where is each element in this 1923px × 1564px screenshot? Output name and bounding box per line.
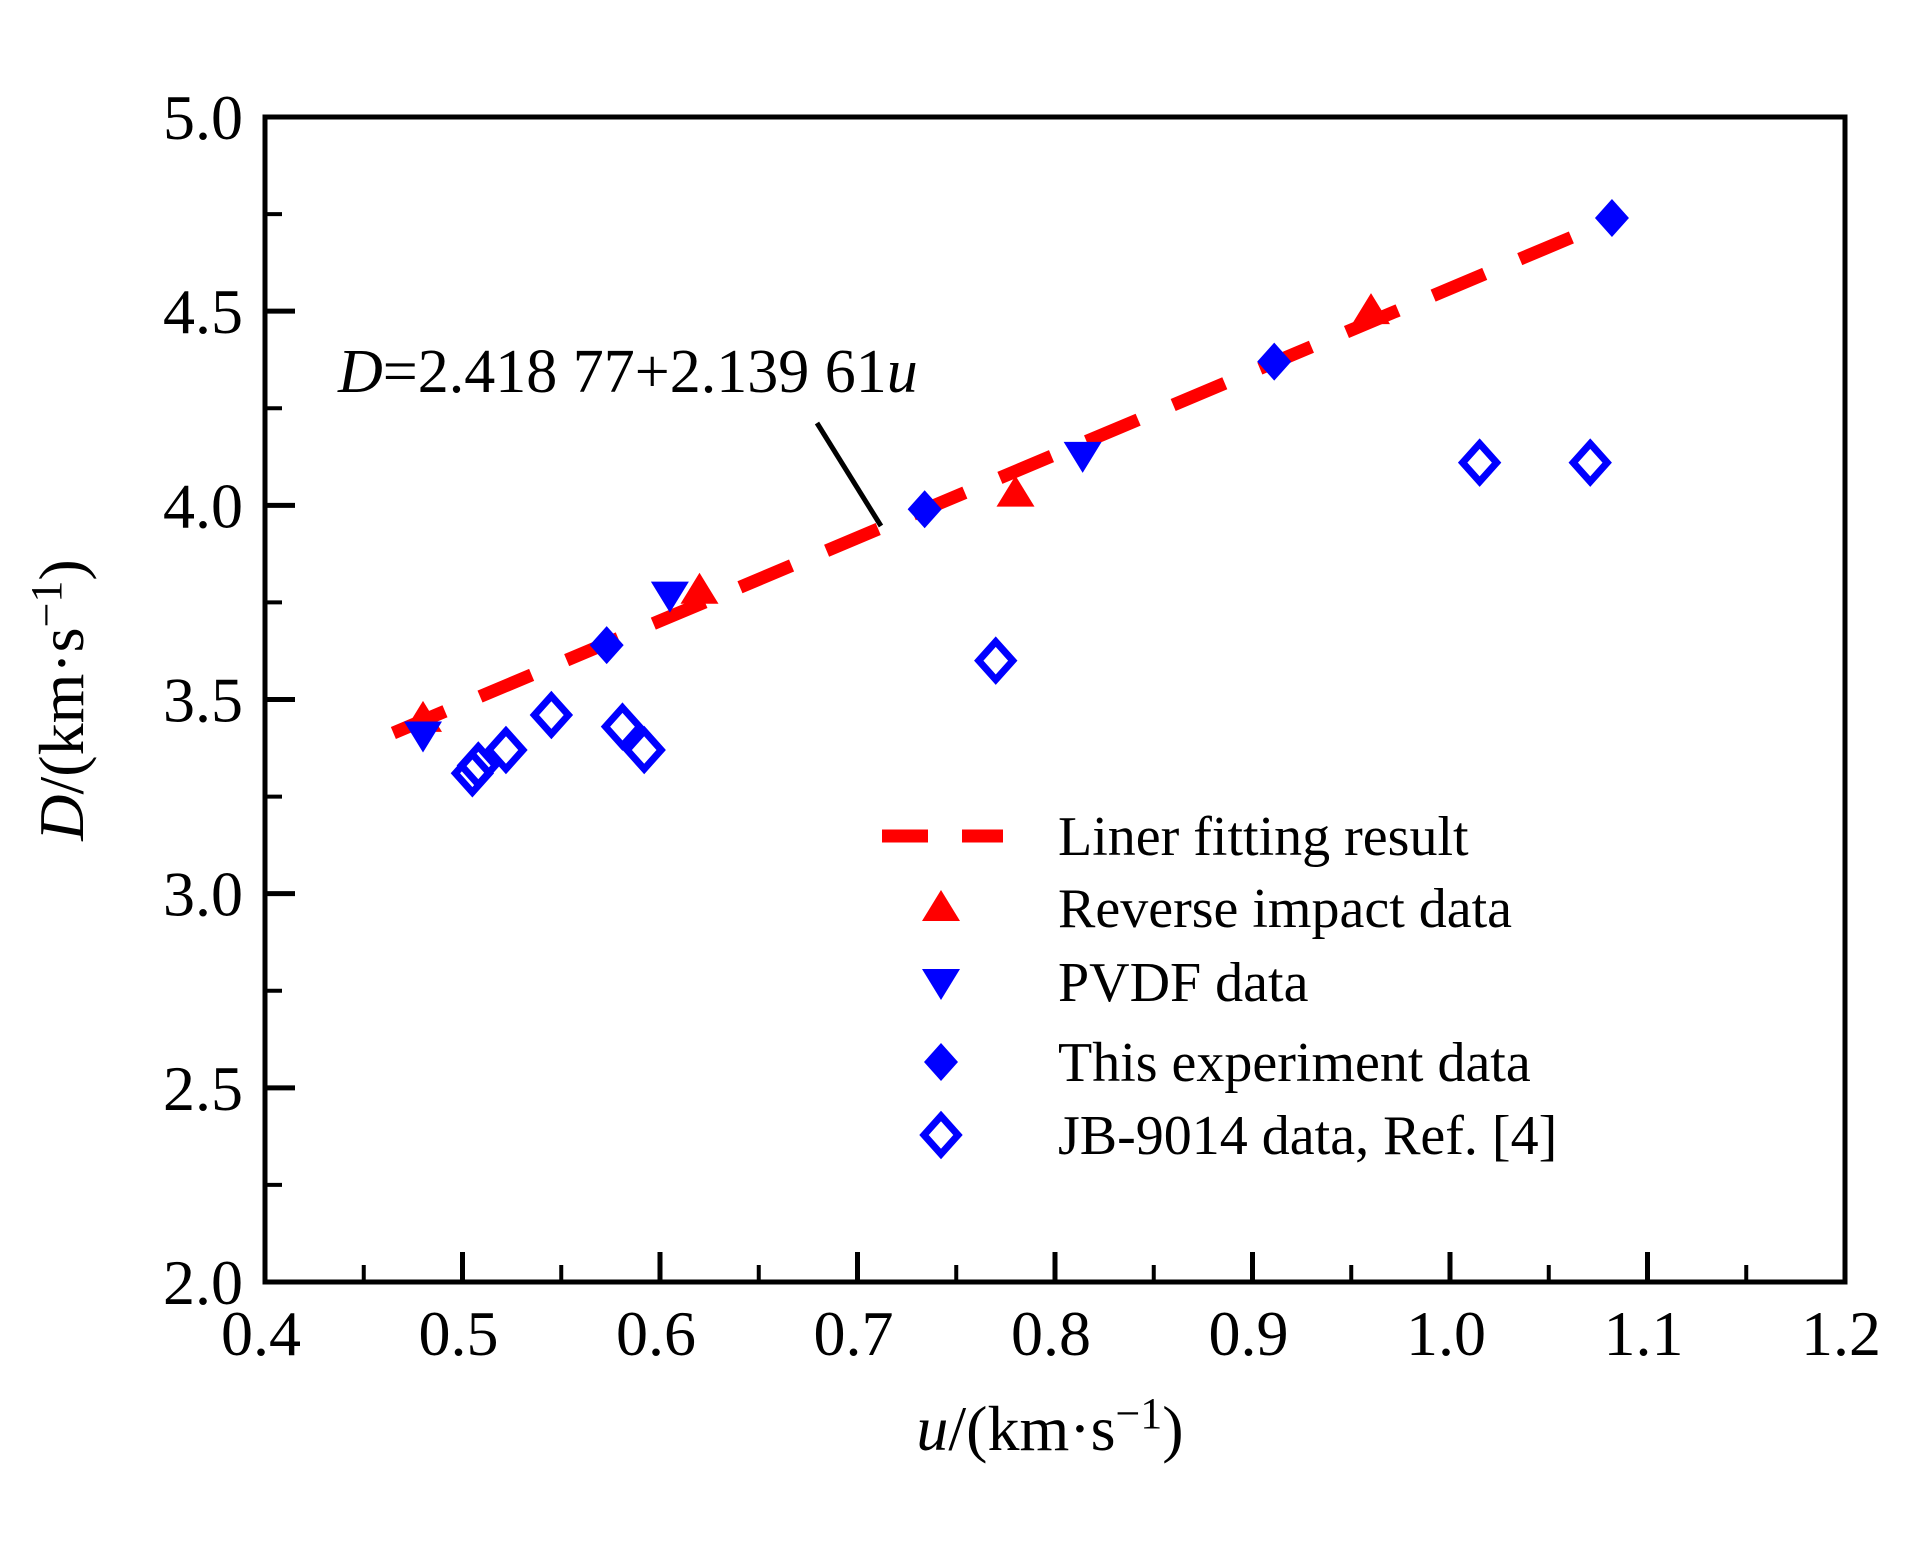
- legend-label: This experiment data: [1058, 1032, 1531, 1094]
- marker-triangle-up: [680, 572, 719, 604]
- legend-row: PVDF data: [922, 952, 1309, 1014]
- axis-ticks: [262, 114, 1848, 1285]
- y-axis-label: D/(km·s−1): [22, 559, 97, 841]
- x-axis-label: u/(km·s−1): [916, 1389, 1183, 1464]
- x-tick-label: 1.2: [1801, 1298, 1881, 1369]
- series-3: [589, 198, 1629, 665]
- legend-row: JB-9014 data, Ref. [4]: [919, 1105, 1557, 1167]
- legend-row: Reverse impact data: [922, 878, 1512, 940]
- y-label-close-paren: ): [26, 559, 97, 580]
- legend-marker-diamond-open: [919, 1110, 963, 1160]
- marker-diamond-filled: [1594, 198, 1629, 237]
- x-tick-label: 0.7: [814, 1298, 894, 1369]
- y-label-unit: /(km·s: [26, 627, 97, 794]
- legend-row: Liner fitting result: [882, 806, 1469, 868]
- marker-diamond-open: [600, 702, 645, 751]
- fit-line-layer: [390, 226, 1587, 740]
- y-label-variable: D: [26, 795, 97, 842]
- x-tick-label: 0.4: [221, 1298, 301, 1369]
- x-label-variable: u: [916, 1393, 948, 1464]
- marker-diamond-open: [1457, 438, 1502, 487]
- axis-tick-labels: 0.4 0.5 0.6 0.7 0.8 0.9 1.0 1.1 1.2 2.0 2.5 3.0 3.5 4…: [163, 82, 1881, 1369]
- equation-variable-D: D: [337, 338, 383, 406]
- series-4: [450, 438, 1612, 798]
- x-tick-label: 1.1: [1604, 1298, 1684, 1369]
- data-marker-layer: [404, 198, 1629, 798]
- legend-label: Reverse impact data: [1058, 878, 1512, 940]
- marker-diamond-filled: [907, 490, 942, 529]
- legend-label: JB-9014 data, Ref. [4]: [1058, 1105, 1557, 1167]
- y-tick-label: 4.0: [163, 470, 243, 541]
- marker-triangle-down: [1063, 441, 1102, 473]
- equation-body: =2.418 77+2.139 61: [383, 338, 887, 406]
- y-tick-label: 2.0: [163, 1247, 243, 1318]
- legend-marker-diamond-filled: [924, 1043, 958, 1081]
- y-tick-label: 4.5: [163, 276, 243, 347]
- marker-diamond-open: [484, 725, 528, 775]
- x-tick-label: 0.9: [1209, 1298, 1289, 1369]
- marker-diamond-open: [622, 725, 666, 775]
- x-tick-label: 0.8: [1011, 1298, 1091, 1369]
- legend-marker-triangle-down: [922, 969, 960, 1000]
- marker-diamond-open: [974, 636, 1018, 685]
- y-tick-label: 3.0: [163, 859, 243, 930]
- x-label-unit: /(km·s: [948, 1393, 1115, 1464]
- plot-border: [262, 114, 1848, 1285]
- fit-equation-annotation: D=2.418 77+2.139 61u: [337, 338, 918, 406]
- legend-label: Liner fitting result: [1058, 806, 1469, 868]
- series-2: [404, 441, 1102, 753]
- marker-diamond-filled: [1257, 342, 1292, 381]
- x-label-superscript: −1: [1115, 1389, 1162, 1438]
- legend-row: This experiment data: [924, 1032, 1531, 1094]
- x-tick-label: 0.6: [616, 1298, 696, 1369]
- x-tick-label: 0.5: [419, 1298, 499, 1369]
- equation-variable-u: u: [887, 338, 918, 406]
- plot-frame: [262, 114, 1848, 1285]
- marker-triangle-up: [996, 475, 1035, 507]
- y-label-superscript: −1: [22, 581, 71, 628]
- legend: Liner fitting result Reverse impact data P…: [882, 806, 1557, 1167]
- linear-fit-line: [390, 226, 1587, 740]
- y-tick-label: 2.5: [163, 1053, 243, 1124]
- marker-triangle-down: [650, 581, 689, 613]
- y-tick-label: 5.0: [163, 82, 243, 153]
- marker-diamond-open: [529, 690, 574, 740]
- legend-marker-triangle-up: [922, 890, 960, 921]
- equation-leader-line: [814, 421, 884, 528]
- marker-triangle-up: [1352, 293, 1390, 325]
- legend-label: PVDF data: [1058, 952, 1309, 1014]
- x-tick-label: 1.0: [1406, 1298, 1486, 1369]
- y-tick-label: 3.5: [163, 665, 243, 736]
- x-label-close-paren: ): [1162, 1393, 1183, 1464]
- marker-triangle-down: [404, 721, 442, 753]
- marker-diamond-open: [1568, 438, 1612, 487]
- marker-diamond-filled: [589, 626, 624, 665]
- marker-diamond-open: [456, 741, 500, 790]
